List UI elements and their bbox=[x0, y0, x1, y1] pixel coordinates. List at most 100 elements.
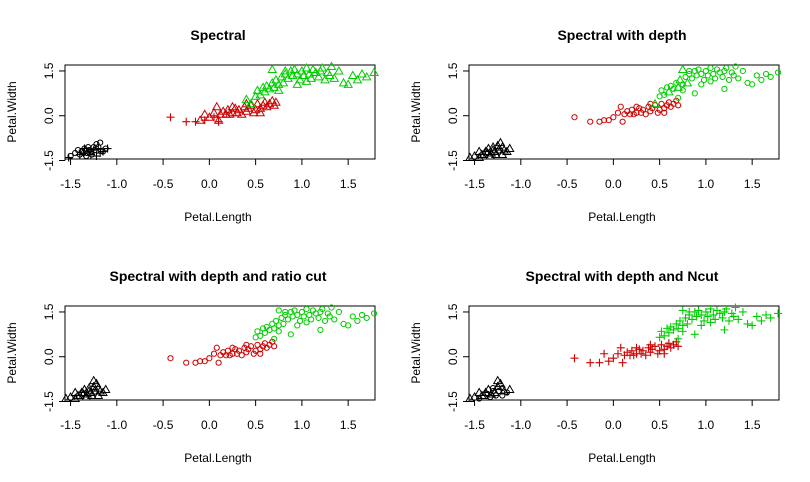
data-point bbox=[206, 355, 213, 362]
data-point bbox=[74, 146, 82, 154]
data-point bbox=[698, 81, 705, 88]
data-point bbox=[660, 331, 669, 340]
panel-title: Spectral bbox=[190, 27, 245, 43]
x-tick-label: -1.0 bbox=[106, 418, 127, 432]
data-point bbox=[688, 315, 697, 324]
data-point bbox=[706, 304, 715, 313]
data-point bbox=[301, 76, 312, 85]
data-point bbox=[252, 98, 263, 108]
x-tick-label: 1.5 bbox=[744, 177, 761, 191]
data-point bbox=[688, 75, 696, 82]
data-point bbox=[679, 87, 686, 94]
data-point bbox=[697, 321, 706, 330]
data-point bbox=[260, 86, 270, 96]
y-tick-label: 1.5 bbox=[42, 303, 56, 320]
data-point bbox=[610, 114, 617, 121]
x-tick-label: 0.0 bbox=[201, 418, 218, 432]
data-point bbox=[774, 309, 783, 318]
data-point bbox=[61, 393, 71, 403]
data-point bbox=[326, 313, 333, 320]
data-points bbox=[465, 303, 783, 403]
data-point bbox=[490, 149, 501, 159]
data-point bbox=[601, 117, 608, 124]
data-point bbox=[213, 115, 224, 124]
x-tick-label: 1.5 bbox=[340, 418, 357, 432]
data-point bbox=[633, 109, 640, 116]
data-point bbox=[313, 71, 324, 81]
data-point bbox=[81, 392, 92, 401]
data-point bbox=[300, 313, 307, 320]
data-point bbox=[633, 103, 640, 110]
x-tick-label: 0.0 bbox=[605, 177, 622, 191]
data-point bbox=[774, 69, 782, 76]
panel-spectral-with-depth-and-ncut: Spectral with depth and Ncut Petal.Lengt… bbox=[409, 268, 783, 465]
data-point bbox=[646, 340, 655, 349]
data-point bbox=[255, 107, 266, 117]
data-point bbox=[664, 328, 673, 337]
y-tick-label: -1.5 bbox=[446, 150, 460, 171]
data-point bbox=[320, 74, 330, 84]
data-point bbox=[484, 390, 491, 398]
data-point bbox=[215, 109, 226, 118]
x-tick-label: 1.0 bbox=[294, 418, 311, 432]
data-point bbox=[213, 344, 220, 351]
data-point bbox=[495, 387, 502, 395]
data-point bbox=[492, 381, 503, 391]
data-point bbox=[88, 375, 99, 385]
data-point bbox=[695, 66, 702, 73]
y-tick-label: 0.0 bbox=[42, 348, 56, 365]
data-point bbox=[639, 106, 647, 113]
data-point bbox=[604, 357, 613, 366]
data-point bbox=[767, 73, 774, 81]
data-point bbox=[679, 81, 686, 88]
data-point bbox=[663, 84, 671, 91]
data-point bbox=[64, 153, 73, 162]
data-point bbox=[315, 314, 322, 322]
x-tick-label: 0.5 bbox=[247, 177, 264, 191]
data-point bbox=[721, 85, 728, 92]
data-point bbox=[732, 63, 739, 70]
data-point bbox=[718, 313, 727, 322]
data-point bbox=[78, 389, 89, 398]
data-point bbox=[335, 308, 343, 316]
data-point bbox=[731, 303, 740, 312]
data-point bbox=[709, 310, 718, 319]
data-point bbox=[743, 319, 752, 328]
data-point bbox=[660, 349, 669, 358]
data-point bbox=[301, 62, 312, 72]
panel-spectral-with-depth: Spectral with depth Petal.Length Petal.W… bbox=[409, 27, 782, 224]
data-point bbox=[261, 329, 268, 336]
data-point bbox=[682, 73, 689, 81]
x-tick-label: 0.0 bbox=[201, 177, 218, 191]
data-point bbox=[499, 392, 506, 399]
x-tick-label: 1.0 bbox=[698, 418, 715, 432]
data-point bbox=[235, 347, 243, 354]
data-point bbox=[469, 392, 480, 401]
data-point bbox=[642, 111, 649, 118]
data-point bbox=[670, 85, 677, 92]
data-point bbox=[291, 307, 298, 314]
data-point bbox=[278, 77, 289, 87]
data-point bbox=[317, 326, 324, 333]
data-point bbox=[287, 331, 294, 338]
data-point bbox=[191, 117, 200, 126]
data-point bbox=[619, 118, 626, 125]
data-point bbox=[657, 340, 666, 349]
data-point bbox=[166, 113, 175, 122]
y-axis-label: Petal.Width bbox=[409, 81, 423, 142]
x-tick-label: -1.0 bbox=[510, 418, 531, 432]
data-point bbox=[97, 139, 104, 146]
data-point bbox=[278, 314, 285, 322]
data-point bbox=[655, 346, 664, 355]
data-point bbox=[294, 311, 301, 319]
data-point bbox=[329, 73, 340, 82]
data-point bbox=[331, 316, 338, 323]
x-tick-label: 1.5 bbox=[744, 418, 761, 432]
data-point bbox=[465, 393, 475, 403]
x-tick-label: -0.5 bbox=[557, 418, 578, 432]
data-point bbox=[766, 313, 775, 322]
data-point bbox=[700, 316, 709, 325]
data-point bbox=[683, 319, 692, 328]
data-point bbox=[271, 335, 278, 342]
data-point bbox=[707, 78, 714, 85]
